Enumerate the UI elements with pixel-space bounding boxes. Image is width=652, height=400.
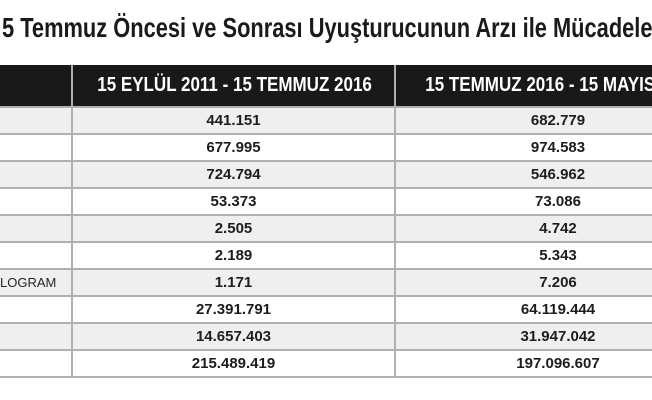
value-after-cell: 197.096.607 xyxy=(394,349,652,378)
value-after-cell: 7.206 xyxy=(394,268,652,297)
value-before-cell: 215.489.419 xyxy=(71,349,396,378)
row-label-cell xyxy=(0,241,73,270)
page-title-text: 5 Temmuz Öncesi ve Sonrası Uyuşturucunun… xyxy=(2,12,652,43)
row-label-cell: LOGRAM xyxy=(0,268,73,297)
header-period-after: 15 TEMMUZ 2016 - 15 MAYIS xyxy=(394,65,652,108)
table-row: 27.391.791 64.119.444 xyxy=(0,295,652,324)
statistics-table: 15 EYLÜL 2011 - 15 TEMMUZ 2016 15 TEMMUZ… xyxy=(0,65,652,378)
header-period-before-text: 15 EYLÜL 2011 - 15 TEMMUZ 2016 xyxy=(97,74,372,96)
value-before-cell: 677.995 xyxy=(71,133,396,162)
table-header-row: 15 EYLÜL 2011 - 15 TEMMUZ 2016 15 TEMMUZ… xyxy=(0,65,652,108)
value-after-cell: 31.947.042 xyxy=(394,322,652,351)
value-before-cell: 53.373 xyxy=(71,187,396,216)
header-empty-cell xyxy=(0,65,73,108)
value-after-cell: 4.742 xyxy=(394,214,652,243)
row-label-cell xyxy=(0,106,73,135)
value-before-cell: 441.151 xyxy=(71,106,396,135)
header-period-after-text: 15 TEMMUZ 2016 - 15 MAYIS xyxy=(425,74,652,96)
table-row: 724.794 546.962 xyxy=(0,160,652,189)
value-after-cell: 974.583 xyxy=(394,133,652,162)
table-row: 2.189 5.343 xyxy=(0,241,652,270)
value-after-cell: 5.343 xyxy=(394,241,652,270)
value-after-cell: 546.962 xyxy=(394,160,652,189)
row-label-cell xyxy=(0,133,73,162)
row-label-cell xyxy=(0,295,73,324)
table-row: LOGRAM 1.171 7.206 xyxy=(0,268,652,297)
value-before-cell: 2.505 xyxy=(71,214,396,243)
row-label-cell xyxy=(0,187,73,216)
row-label-cell xyxy=(0,322,73,351)
value-after-cell: 682.779 xyxy=(394,106,652,135)
table-row: 441.151 682.779 xyxy=(0,106,652,135)
value-after-cell: 64.119.444 xyxy=(394,295,652,324)
header-period-before: 15 EYLÜL 2011 - 15 TEMMUZ 2016 xyxy=(71,65,396,108)
table-row: 14.657.403 31.947.042 xyxy=(0,322,652,351)
value-before-cell: 27.391.791 xyxy=(71,295,396,324)
value-before-cell: 14.657.403 xyxy=(71,322,396,351)
row-label-cell xyxy=(0,160,73,189)
value-before-cell: 724.794 xyxy=(71,160,396,189)
row-label-cell xyxy=(0,349,73,378)
table-row: 677.995 974.583 xyxy=(0,133,652,162)
table-row: 53.373 73.086 xyxy=(0,187,652,216)
value-after-cell: 73.086 xyxy=(394,187,652,216)
value-before-cell: 1.171 xyxy=(71,268,396,297)
row-label-cell xyxy=(0,214,73,243)
value-before-cell: 2.189 xyxy=(71,241,396,270)
page-title: 5 Temmuz Öncesi ve Sonrası Uyuşturucunun… xyxy=(2,12,652,44)
table-row: 215.489.419 197.096.607 xyxy=(0,349,652,378)
table-row: 2.505 4.742 xyxy=(0,214,652,243)
